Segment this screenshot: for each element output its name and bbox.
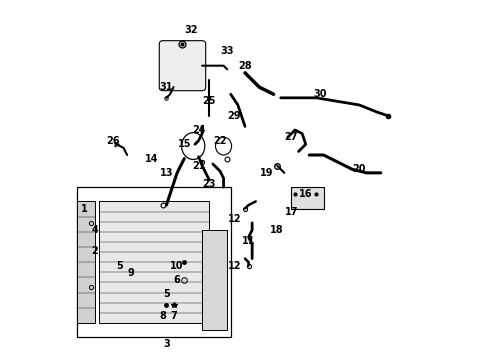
Bar [202, 230, 227, 330]
Text: 10: 10 [171, 261, 184, 271]
Text: 1: 1 [81, 203, 88, 213]
Text: 2: 2 [92, 247, 98, 256]
Text: 11: 11 [242, 236, 255, 246]
Text: 15: 15 [177, 139, 191, 149]
Text: 3: 3 [163, 339, 170, 349]
Text: 4: 4 [92, 225, 98, 235]
Text: 26: 26 [106, 136, 120, 146]
Text: 21: 21 [192, 161, 205, 171]
Text: 18: 18 [270, 225, 284, 235]
Text: 8: 8 [159, 311, 166, 321]
Text: 16: 16 [299, 189, 313, 199]
Text: 24: 24 [192, 125, 205, 135]
Text: 9: 9 [127, 268, 134, 278]
Text: 22: 22 [213, 136, 227, 146]
Text: 13: 13 [160, 168, 173, 178]
Text: 28: 28 [238, 61, 252, 71]
Bar [77, 187, 231, 337]
Text: 33: 33 [220, 46, 234, 57]
Text: 5: 5 [163, 289, 170, 299]
Text: 27: 27 [285, 132, 298, 142]
Text: 12: 12 [227, 261, 241, 271]
Bar [77, 202, 95, 323]
Text: 14: 14 [146, 154, 159, 163]
Text: 25: 25 [202, 96, 216, 107]
Text: 19: 19 [260, 168, 273, 178]
Text: 30: 30 [313, 89, 327, 99]
Text: 20: 20 [353, 164, 366, 174]
Text: 32: 32 [185, 25, 198, 35]
Text: 31: 31 [160, 82, 173, 92]
Text: 23: 23 [202, 179, 216, 189]
Text: 17: 17 [285, 207, 298, 217]
FancyBboxPatch shape [159, 41, 206, 91]
Text: 7: 7 [170, 311, 177, 321]
Bar [98, 202, 209, 323]
Bar [292, 187, 323, 208]
Text: 29: 29 [227, 111, 241, 121]
Text: 5: 5 [117, 261, 123, 271]
Text: 6: 6 [174, 275, 180, 285]
Text: 12: 12 [227, 214, 241, 224]
